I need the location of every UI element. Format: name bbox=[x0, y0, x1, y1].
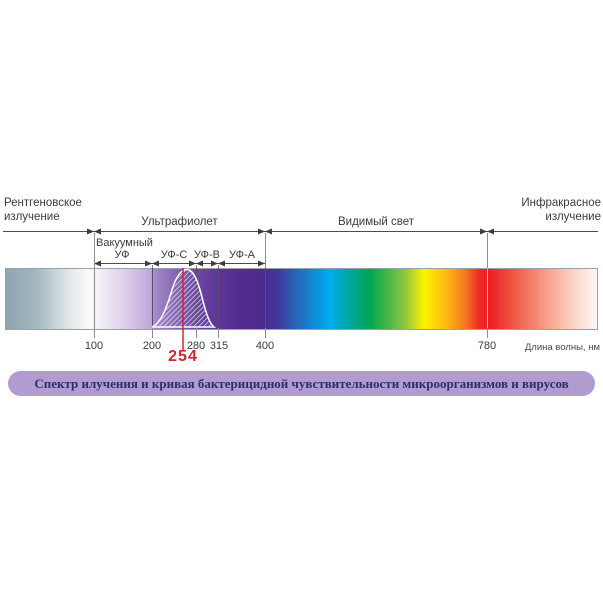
tick-100: 100 bbox=[84, 340, 104, 352]
xray-label: Рентгеновское излучение bbox=[4, 196, 82, 224]
uv-label: Ультрафиолет bbox=[141, 216, 218, 228]
uvb-label: УФ-В bbox=[194, 249, 220, 261]
band-dimension-lines bbox=[3, 228, 598, 235]
tick-200: 200 bbox=[142, 340, 162, 352]
visible-light-label: Видимый свет bbox=[337, 216, 415, 228]
xray-label-line2: излучение bbox=[4, 211, 60, 223]
ir-label: Инфракрасное излучение bbox=[521, 196, 601, 224]
uv-sub-dimension-lines bbox=[94, 260, 265, 267]
tick-280: 280 bbox=[186, 340, 206, 352]
caption-text: Спектр илучения и кривая бактерицидной ч… bbox=[34, 375, 569, 391]
wavelength-guide-lines bbox=[94, 233, 488, 338]
tick-315: 315 bbox=[209, 340, 229, 352]
tick-780: 780 bbox=[477, 340, 497, 352]
spectrum-bar bbox=[5, 268, 598, 330]
vacuum-uv-label-line2: УФ bbox=[114, 249, 130, 261]
vacuum-uv-label: Вакуумный УФ bbox=[96, 237, 153, 261]
uvc-label: УФ-С bbox=[160, 249, 188, 261]
ir-label-line1: Инфракрасное bbox=[521, 197, 601, 209]
wavelength-unit-label: Длина волны, нм bbox=[524, 342, 600, 353]
uva-label: УФ-А bbox=[229, 249, 255, 261]
vacuum-uv-label-line1: Вакуумный bbox=[96, 237, 153, 249]
caption-bar: Спектр илучения и кривая бактерицидной ч… bbox=[8, 371, 595, 396]
peak-wavelength-label: 254 bbox=[168, 348, 198, 365]
xray-label-line1: Рентгеновское bbox=[4, 197, 82, 209]
ir-label-line2: излучение bbox=[545, 211, 601, 223]
tick-400: 400 bbox=[255, 340, 275, 352]
